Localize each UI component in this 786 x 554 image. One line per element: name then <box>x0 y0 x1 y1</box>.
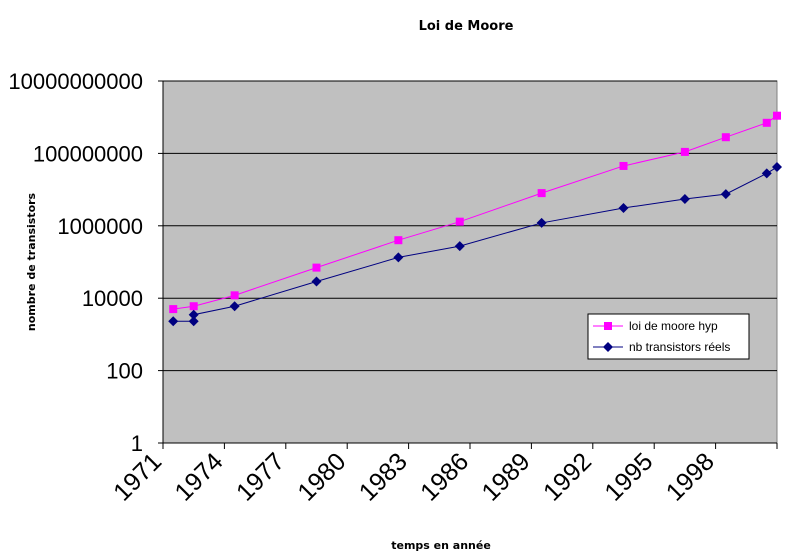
data-point <box>454 241 465 252</box>
data-point <box>312 263 321 272</box>
data-point <box>230 291 239 300</box>
series-lines <box>168 111 782 327</box>
axes <box>158 80 778 449</box>
data-point <box>169 305 178 314</box>
data-point <box>229 301 240 312</box>
data-point <box>455 217 464 226</box>
data-point <box>188 316 199 327</box>
data-point <box>168 316 179 327</box>
legend-label-moore: loi de moore hyp <box>629 319 718 333</box>
legend-marker-real <box>603 342 613 352</box>
data-point <box>680 147 689 156</box>
data-point <box>679 193 690 204</box>
y-tick-label: 1000000 <box>57 214 143 239</box>
series-line-0 <box>173 115 778 310</box>
data-point <box>762 118 771 127</box>
data-point <box>720 189 731 200</box>
y-tick-label: 100 <box>106 359 143 384</box>
legend-box <box>587 313 750 360</box>
gridlines <box>163 80 777 372</box>
plot-area <box>162 80 778 444</box>
data-point <box>619 161 628 170</box>
y-tick-label: 10000 <box>82 286 143 311</box>
data-point <box>188 309 199 320</box>
x-axis-label: temps en année <box>391 539 491 552</box>
legend: loi de moore hyp nb transistors réels <box>587 313 750 360</box>
y-tick-labels: 1 100 10000 1000000 100000000 10000000000 <box>8 69 143 456</box>
x-tick-label: 1974 <box>170 447 229 506</box>
x-tick-label: 1998 <box>661 447 720 506</box>
y-axis-label: nombre de transistors <box>25 192 38 331</box>
x-tick-label: 1989 <box>477 447 536 506</box>
data-point <box>761 168 772 179</box>
x-tick-label: 1986 <box>415 447 474 506</box>
x-tick-label: 1980 <box>292 447 351 506</box>
data-point <box>311 276 322 287</box>
data-point <box>773 111 781 120</box>
legend-label-real: nb transistors réels <box>629 340 730 354</box>
data-point <box>772 162 782 173</box>
y-tick-label: 1 <box>131 431 143 456</box>
data-point <box>537 189 546 198</box>
data-point <box>393 252 404 263</box>
x-tick-label: 1971 <box>108 447 167 506</box>
x-tick-label: 1992 <box>538 447 597 506</box>
legend-marker-moore <box>604 322 612 330</box>
x-tick-label: 1983 <box>354 447 413 506</box>
data-point <box>618 203 629 214</box>
x-tick-labels: 1971 1974 1977 1980 1983 1986 1989 1992 1995 1998 <box>108 447 720 506</box>
data-point <box>721 133 730 142</box>
data-point <box>394 236 403 245</box>
x-tick-label: 1995 <box>599 447 658 506</box>
x-tick-label: 1977 <box>231 447 290 506</box>
data-point <box>536 217 547 228</box>
data-point <box>189 302 198 311</box>
chart-title: Loi de Moore <box>419 19 514 34</box>
y-tick-label: 100000000 <box>33 141 143 166</box>
y-tick-label: 10000000000 <box>8 69 143 94</box>
